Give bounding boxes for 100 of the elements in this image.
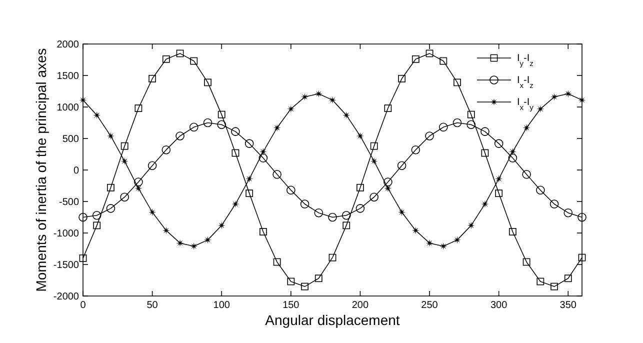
y-tick-label: 1500 [56,71,80,82]
y-axis-title: Moments of inertia of the principal axes [33,48,49,292]
point [176,50,184,58]
point [342,222,350,230]
point [328,254,336,262]
point [286,186,296,195]
point [384,104,392,112]
point [148,208,156,216]
point [398,208,406,216]
point [176,239,184,247]
point [300,200,310,208]
point [425,132,434,140]
y-tick-label: 500 [62,134,80,145]
point [564,90,572,98]
point [107,184,114,192]
x-axis-title: Angular displacement [265,312,400,328]
point [106,204,116,213]
point [342,210,351,220]
point [259,228,267,236]
point [452,118,462,128]
legend-label: I$_{x}$-I$_{y}$ [517,97,534,112]
point [287,105,295,113]
point [218,222,226,230]
point [564,208,573,218]
point [356,132,364,140]
point [204,236,212,244]
legend-label: I$_{x}$-I$_{z}$ [517,75,534,90]
point [495,175,503,183]
point [438,122,448,132]
x-tick-label: 50 [146,300,158,311]
point [536,278,544,286]
point [453,236,462,244]
point [454,78,461,86]
point [440,242,448,250]
point [134,104,142,112]
point [204,78,212,86]
x-tick-label: 350 [560,300,577,311]
point [412,226,420,234]
point [356,184,364,192]
point [106,132,115,140]
point [328,96,336,104]
point [258,154,268,162]
x-tick-label: 0 [80,300,86,311]
point [564,274,572,282]
point [426,50,434,58]
point [426,239,434,247]
point [398,74,406,82]
point [232,149,240,157]
point [495,190,503,198]
point [370,157,378,165]
point [148,161,157,170]
y-tick-label: 1000 [56,102,80,114]
point [522,124,530,132]
y-tick-label: -1500 [53,260,80,271]
point [244,139,254,148]
point [508,228,516,236]
y-tick-label: 0 [73,166,80,176]
point [246,175,254,183]
point [480,127,490,136]
point [120,192,129,202]
point [300,93,309,101]
point [466,120,476,130]
point [162,226,170,234]
point [578,254,586,262]
x-tick-label: 300 [490,300,508,311]
point [162,145,171,154]
point [508,154,518,162]
point [370,192,378,202]
point [272,170,282,179]
y-tick-label: 2000 [56,40,80,50]
legend-label: I$_{y}$-I$_{z}$ [517,53,534,68]
point [384,178,392,186]
point [134,178,143,186]
point [314,274,322,282]
point [93,111,101,119]
point [314,90,322,98]
x-tick-label: 150 [282,300,300,311]
point [246,190,254,198]
point [328,212,337,222]
point [522,258,530,266]
x-tick-label: 250 [421,300,438,311]
point [259,148,267,156]
point [93,222,101,230]
point [481,200,489,208]
point [273,124,281,132]
point [550,93,558,101]
point [467,222,475,230]
point [134,184,142,192]
point [412,55,420,63]
point [494,139,504,148]
point [120,142,128,150]
point [342,111,350,119]
y-tick-label: -500 [58,197,80,208]
y-tick-label: -1000 [53,228,80,240]
point [508,148,516,156]
point [218,110,226,118]
point [162,55,170,63]
point [397,161,406,170]
point [411,145,420,154]
point [176,132,184,140]
